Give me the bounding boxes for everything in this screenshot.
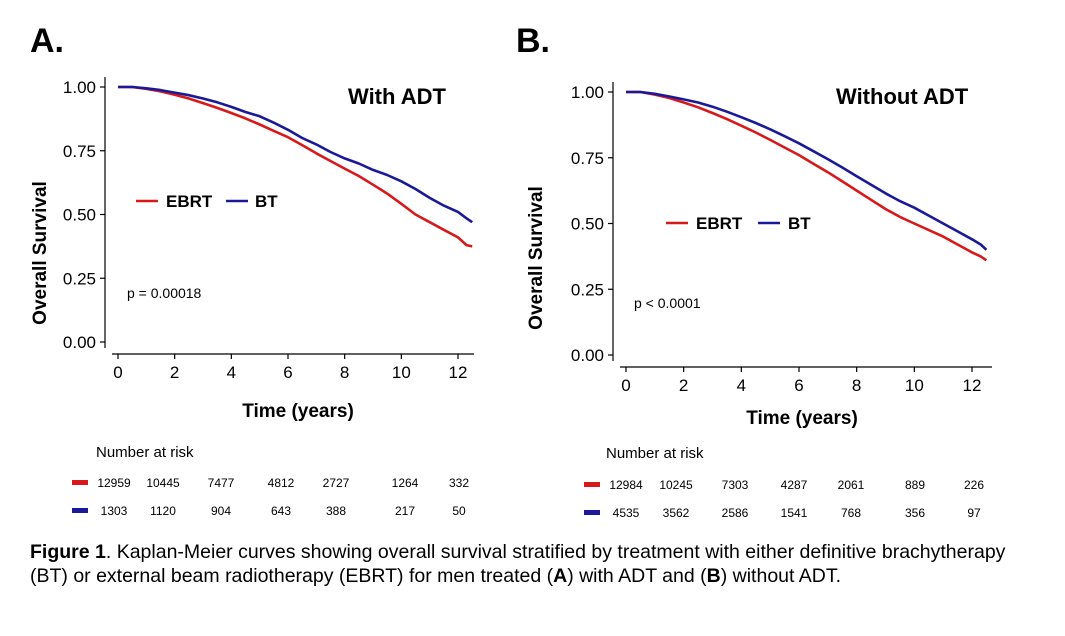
- risk-ebrt-count: 12959: [97, 476, 131, 490]
- caption-ref-b: B: [706, 565, 721, 587]
- panel-b-letter: B.: [516, 22, 550, 60]
- caption-mid: ) with ADT and (: [567, 565, 707, 587]
- risk-ebrt-count: 1264: [392, 476, 419, 490]
- risk-row-bt: 1303 1120 904 643 388 217 50: [101, 504, 466, 518]
- y-tick-label: 0.00: [571, 346, 604, 365]
- plot-area: 0.00 0.25 0.50 0.75 1.00 0 2 4 6 8 10 12: [571, 82, 992, 395]
- legend-bt-label: BT: [788, 214, 811, 233]
- risk-ebrt-count: 889: [905, 478, 925, 492]
- risk-bt-swatch: [584, 510, 600, 515]
- risk-bt-count: 4535: [613, 506, 640, 520]
- x-tick-label: 4: [227, 363, 236, 382]
- y-tick-label: 0.25: [571, 280, 604, 299]
- survival-chart-without-adt: Without ADT 0.00 0.25 0.50 0.75 1.00 0 2 4 6 8 10 1…: [526, 82, 992, 429]
- x-tick-label: 4: [737, 376, 746, 395]
- risk-table-without-adt: Number at risk 12984 10245 7303 4287 2061 889…: [584, 445, 984, 520]
- risk-ebrt-count: 7477: [208, 476, 235, 490]
- chart-title: With ADT: [348, 84, 447, 109]
- x-tick-label: 10: [905, 376, 924, 395]
- p-value: p < 0.0001: [634, 295, 701, 311]
- risk-bt-count: 904: [211, 504, 231, 518]
- series-line-bt: [626, 90, 988, 251]
- series-line-ebrt: [118, 85, 473, 248]
- chart-title: Without ADT: [836, 84, 969, 109]
- x-axis-title: Time (years): [746, 408, 858, 429]
- risk-table-with-adt: Number at risk 12959 10445 7477 4812 2727 126…: [72, 444, 469, 518]
- risk-ebrt-count: 10445: [146, 476, 180, 490]
- caption-ref-a: A: [553, 565, 568, 587]
- y-tick-label: 1.00: [571, 83, 604, 102]
- risk-bt-count: 768: [841, 506, 861, 520]
- y-tick-label: 1.00: [63, 78, 96, 97]
- risk-ebrt-count: 10245: [659, 478, 693, 492]
- x-tick-label: 6: [283, 363, 292, 382]
- y-axis-title: Overall Survival: [526, 186, 547, 330]
- legend-ebrt-label: EBRT: [166, 192, 213, 211]
- x-tick-label: 10: [392, 363, 411, 382]
- risk-ebrt-count: 2061: [838, 478, 865, 492]
- plot-area: 0.00 0.25 0.50 0.75 1.00 0 2 4 6 8 10 12: [63, 77, 474, 382]
- risk-bt-count: 1120: [150, 504, 176, 518]
- risk-row-ebrt: 12984 10245 7303 4287 2061 889 226: [609, 478, 984, 492]
- y-axis-title: Overall Survival: [30, 181, 51, 325]
- risk-bt-count: 3562: [663, 506, 690, 520]
- risk-bt-count: 1303: [101, 504, 128, 518]
- risk-ebrt-count: 4812: [268, 476, 295, 490]
- risk-ebrt-swatch: [72, 480, 88, 485]
- risk-ebrt-swatch: [584, 482, 600, 487]
- risk-row-bt: 4535 3562 2586 1541 768 356 97: [613, 506, 981, 520]
- survival-chart-with-adt: With ADT 0.00 0.25 0.50 0.75 1.00 0 2 4 6 8 10 12 O…: [30, 77, 474, 422]
- legend-ebrt-label: EBRT: [696, 214, 743, 233]
- risk-bt-count: 388: [326, 504, 346, 518]
- x-tick-label: 2: [679, 376, 688, 395]
- x-tick-label: 0: [113, 363, 122, 382]
- caption-label: Figure 1: [30, 541, 106, 563]
- x-tick-label: 2: [170, 363, 179, 382]
- x-tick-label: 0: [621, 376, 630, 395]
- x-tick-label: 12: [963, 376, 982, 395]
- panel-a-letter: A.: [30, 22, 64, 60]
- x-tick-label: 12: [449, 363, 468, 382]
- risk-ebrt-count: 7303: [722, 478, 749, 492]
- y-tick-label: 0.75: [63, 142, 96, 161]
- risk-row-ebrt: 12959 10445 7477 4812 2727 1264 332: [97, 476, 469, 490]
- x-axis-title: Time (years): [242, 401, 354, 422]
- x-tick-label: 8: [852, 376, 861, 395]
- series-line-bt: [118, 85, 473, 224]
- risk-ebrt-count: 4287: [781, 478, 808, 492]
- y-tick-label: 0.25: [63, 269, 96, 288]
- risk-table-title: Number at risk: [96, 444, 194, 461]
- legend-bt-label: BT: [255, 192, 278, 211]
- x-tick-label: 8: [340, 363, 349, 382]
- y-tick-label: 0.50: [571, 215, 604, 234]
- caption-text: . Kaplan-Meier curves showing overall su…: [30, 541, 1006, 587]
- risk-ebrt-count: 2727: [323, 476, 350, 490]
- risk-bt-count: 217: [395, 504, 415, 518]
- risk-bt-count: 50: [452, 504, 466, 518]
- risk-ebrt-count: 12984: [609, 478, 643, 492]
- figure-caption: Figure 1. Kaplan-Meier curves showing ov…: [30, 540, 1040, 588]
- caption-end: ) without ADT.: [720, 565, 842, 587]
- x-tick-label: 6: [794, 376, 803, 395]
- risk-ebrt-count: 226: [964, 478, 984, 492]
- risk-ebrt-count: 332: [449, 476, 469, 490]
- risk-table-title: Number at risk: [606, 445, 704, 462]
- y-tick-label: 0.50: [63, 206, 96, 225]
- series-line-ebrt: [626, 90, 988, 262]
- risk-bt-swatch: [72, 508, 88, 513]
- risk-bt-count: 97: [967, 506, 981, 520]
- risk-bt-count: 2586: [722, 506, 749, 520]
- y-tick-label: 0.00: [63, 333, 96, 352]
- y-tick-label: 0.75: [571, 149, 604, 168]
- p-value: p = 0.00018: [127, 285, 202, 301]
- risk-bt-count: 1541: [781, 506, 808, 520]
- risk-bt-count: 643: [271, 504, 291, 518]
- risk-bt-count: 356: [905, 506, 925, 520]
